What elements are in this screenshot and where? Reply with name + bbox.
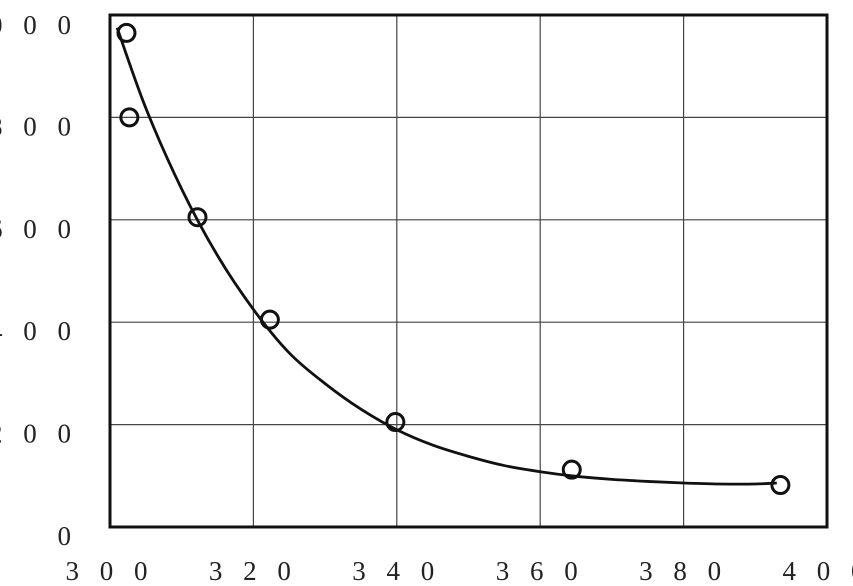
plot-frame (108, 13, 829, 529)
x-tick-label: 3 4 0 (352, 556, 441, 586)
y-tick-label: 2 0 0 (0, 419, 78, 449)
grid (110, 15, 827, 527)
data-point (187, 207, 208, 228)
data-point (385, 412, 406, 433)
data-points (116, 22, 791, 496)
data-point (259, 309, 280, 330)
y-tick-label: 8 0 0 (0, 111, 78, 141)
data-point (119, 107, 140, 128)
y-tick-label: 0 (58, 521, 79, 551)
y-tick-label: 1 0 0 0 (0, 10, 78, 40)
x-tick-label: 3 6 0 (496, 556, 585, 586)
y-tick-label: 4 0 0 (0, 316, 78, 346)
x-tick-label: 4 0 0 (783, 556, 853, 586)
x-tick-label: 3 0 0 (66, 556, 155, 586)
data-point (561, 459, 582, 480)
fitted-curve-line (115, 27, 777, 486)
data-point (116, 22, 137, 43)
y-tick-label: 6 0 0 (0, 214, 78, 244)
fitted-curve-group (115, 27, 777, 486)
data-point (770, 475, 791, 496)
x-tick-label: 3 8 0 (639, 556, 728, 586)
y-axis-ticks: 0 2 0 0 4 0 0 6 0 0 8 0 0 1 0 0 0 (0, 10, 79, 551)
x-axis-ticks: 3 0 0 3 2 0 3 4 0 3 6 0 3 8 0 4 0 0 (66, 556, 853, 586)
x-tick-label: 3 2 0 (209, 556, 298, 586)
